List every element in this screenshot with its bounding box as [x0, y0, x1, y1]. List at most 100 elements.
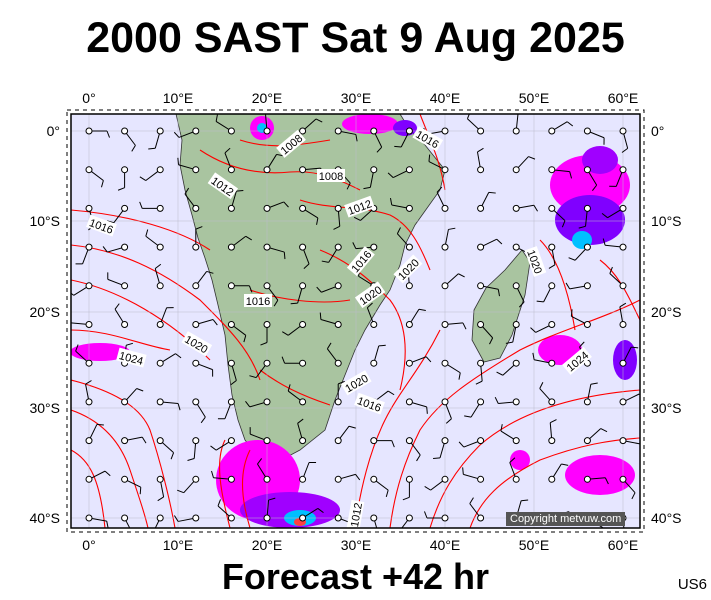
copyright-badge: Copyright metvuw.com — [506, 512, 626, 526]
wind-barb-flag — [85, 380, 92, 385]
station-circle — [299, 437, 307, 445]
wind-barb-flag — [173, 131, 180, 138]
station-circle — [405, 127, 413, 135]
wind-barb-flag — [528, 156, 536, 160]
wind-barb-flag — [355, 474, 361, 481]
wind-barb-flag — [260, 342, 268, 346]
station-circle — [583, 398, 591, 406]
wind-barb-flag — [175, 353, 182, 359]
precipitation — [71, 114, 637, 528]
station-circle — [227, 166, 235, 174]
wind-barb-flag — [243, 335, 247, 343]
wind-barb-flag — [469, 497, 474, 504]
station-circle — [548, 204, 556, 212]
station-circle — [477, 282, 485, 290]
lon-label-bottom: 20°E — [251, 537, 283, 553]
lon-label-bottom: 40°E — [429, 537, 461, 553]
station-circle — [227, 437, 235, 445]
wind-barb-flag — [505, 341, 513, 344]
station-circle — [619, 282, 627, 290]
station-circle — [263, 127, 271, 135]
station-circle — [85, 514, 93, 522]
wind-barb-flag — [496, 238, 503, 245]
station-circle — [85, 398, 93, 406]
station-circle — [548, 282, 556, 290]
wind-barb-flag — [71, 292, 75, 296]
wind-barb-flag — [184, 187, 190, 195]
lon-label-top: 60°E — [607, 90, 639, 106]
wind-barb-flag — [591, 184, 598, 191]
wind-barb-flag — [224, 147, 231, 154]
station-circle — [441, 282, 449, 290]
wind-barb-flag — [177, 489, 184, 494]
wind-barb-flag — [283, 201, 289, 208]
station-circle — [121, 166, 129, 174]
station-circle — [405, 166, 413, 174]
station-circle — [583, 475, 591, 483]
lon-label-top: 30°E — [340, 90, 372, 106]
wind-barb-flag — [283, 252, 286, 260]
station-circle — [192, 398, 200, 406]
station-circle — [441, 437, 449, 445]
wind-barb-flag — [448, 227, 456, 230]
station-circle — [156, 437, 164, 445]
wind-barb-flag — [200, 416, 206, 424]
lat-label-left: 40°S — [29, 510, 60, 526]
station-circle — [227, 359, 235, 367]
lon-label-top: 40°E — [429, 90, 461, 106]
wind-barb-flag — [287, 384, 291, 392]
wind-barb-flag — [433, 457, 441, 460]
isobar-label: 1008 — [319, 171, 343, 183]
map-title: 2000 SAST Sat 9 Aug 2025 — [86, 14, 625, 62]
wind-barb-flag — [641, 444, 642, 451]
wind-barb-flag — [363, 186, 371, 190]
lat-label-right: 0° — [651, 123, 665, 139]
station-circle — [263, 437, 271, 445]
map-frame — [70, 113, 641, 529]
wind-barb-flag — [462, 322, 467, 330]
wind-barbs — [71, 114, 642, 535]
wind-barb-flag — [385, 489, 389, 498]
wind-barb-flag — [316, 286, 322, 293]
station-circle — [619, 166, 627, 174]
station-circle — [263, 514, 271, 522]
station-circle — [370, 475, 378, 483]
wind-barb-flag — [139, 176, 147, 181]
station-circle — [512, 398, 520, 406]
wind-barb-flag — [532, 352, 535, 360]
wind-barb-flag — [145, 534, 152, 535]
wind-barb-flag — [157, 496, 164, 502]
lat-label-right: 40°S — [651, 510, 682, 526]
station-circle — [583, 437, 591, 445]
wind-barb-flag — [353, 216, 361, 221]
station-circle — [192, 243, 200, 251]
station-circle — [156, 359, 164, 367]
wind-barb-flag — [464, 415, 472, 418]
wind-barb-flag — [428, 154, 431, 162]
station-circle — [263, 243, 271, 251]
station-circle — [299, 166, 307, 174]
station-circle — [192, 166, 200, 174]
wind-barb-flag — [210, 445, 217, 451]
wind-barb-flag — [136, 388, 144, 392]
station-circle — [156, 204, 164, 212]
station-circle — [227, 127, 235, 135]
wind-barb-flag — [619, 302, 627, 308]
station-circle — [441, 243, 449, 251]
station-circle — [299, 282, 307, 290]
station-circle — [156, 243, 164, 251]
wind-barb-flag — [489, 337, 494, 345]
wind-barb-flag — [548, 264, 556, 269]
station-circle — [512, 204, 520, 212]
wind-barb-flag — [249, 375, 257, 379]
station-circle — [512, 243, 520, 251]
wind-barb-flag — [177, 157, 179, 165]
madagascar — [471, 249, 531, 363]
station-circle — [477, 437, 485, 445]
lat-label-left: 10°S — [29, 213, 60, 229]
wind-barb-flag — [496, 371, 504, 376]
station-circle — [263, 359, 271, 367]
lon-label-top: 10°E — [162, 90, 194, 106]
station-circle — [548, 127, 556, 135]
station-circle — [583, 321, 591, 328]
